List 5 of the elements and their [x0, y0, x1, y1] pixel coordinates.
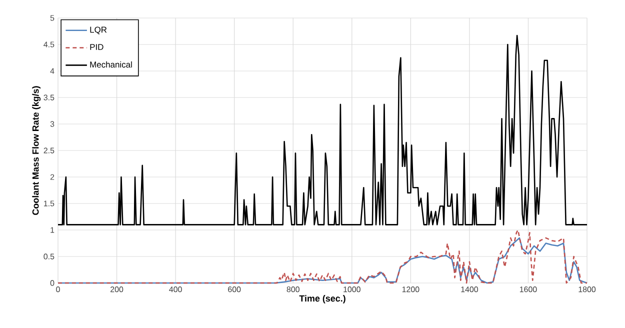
- legend-label: LQR: [90, 26, 107, 34]
- legend-label: Mechanical: [90, 61, 132, 68]
- y-axis-title: Coolant Mass Flow Rate (kg/s): [32, 86, 41, 215]
- legend-label: PID: [90, 44, 104, 50]
- x-axis-title: Time (sec.): [299, 295, 346, 304]
